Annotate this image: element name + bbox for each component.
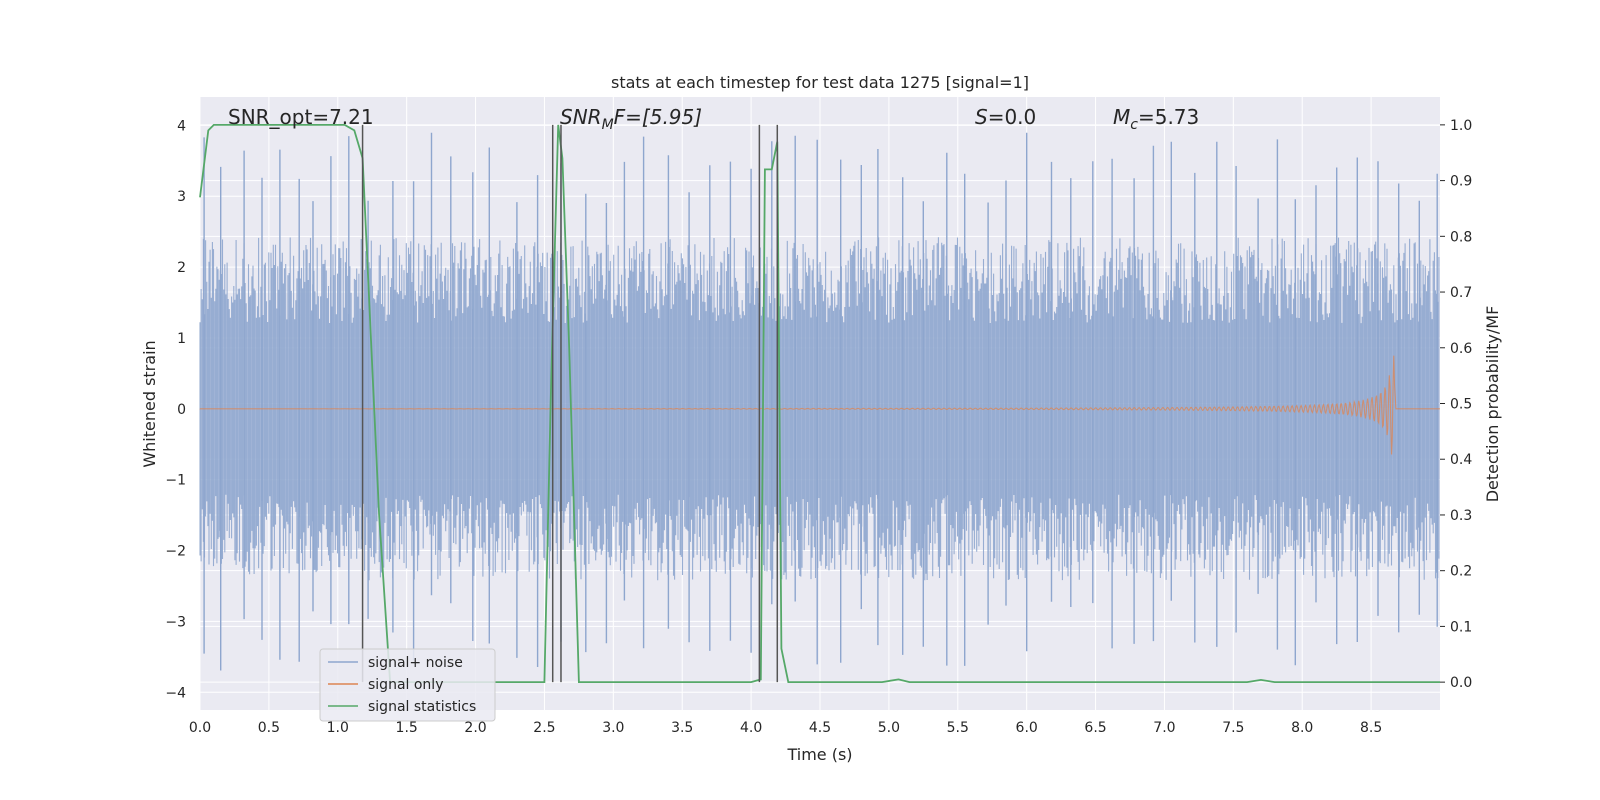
annotation-mc-rest: =5.73 [1138, 105, 1199, 129]
x-tick-label: 8.5 [1360, 720, 1382, 736]
x-tick-label: 5.5 [947, 720, 969, 736]
annotation-mc-main: M [1113, 105, 1130, 129]
x-tick-label: 1.0 [327, 720, 349, 736]
x-tick-label: 6.0 [1016, 720, 1038, 736]
y-right-tick-label: 1.0 [1450, 118, 1472, 134]
tick-labels: 0.0 0.5 1.0 1.5 2.0 2.5 3.0 3.5 4.0 4.5 5.0 5.5 6.0 6… [165, 118, 1472, 736]
x-tick-label: 2.5 [533, 720, 555, 736]
signal-only-trace [199, 355, 1440, 455]
legend: signal+ noise signal only signal statist… [319, 648, 496, 722]
y-right-tick-label: 0.7 [1450, 285, 1472, 301]
y-left-tick-label: 2 [177, 260, 186, 276]
y-right-tick-label: 0.9 [1450, 174, 1472, 190]
y-right-tick-label: 0.0 [1450, 675, 1472, 691]
chart-title: stats at each timestep for test data 127… [611, 73, 1029, 92]
y-left-tick-label: 0 [177, 402, 186, 418]
x-tick-label: 0.0 [189, 720, 211, 736]
y-left-tick-label: 3 [177, 189, 186, 205]
x-tick-label: 6.5 [1084, 720, 1106, 736]
legend-label-signal-noise: signal+ noise [368, 655, 463, 671]
x-tick-label: 7.5 [1222, 720, 1244, 736]
y-right-tick-label: 0.3 [1450, 508, 1472, 524]
annotation-snr-mf: SNRMF=[5.95] [560, 105, 702, 133]
y-right-tick-label: 0.1 [1450, 619, 1472, 635]
annotation-s-main: S [975, 105, 988, 129]
x-tick-label: 8.0 [1291, 720, 1313, 736]
x-tick-label: 2.0 [464, 720, 486, 736]
y-left-tick-label: 1 [177, 331, 186, 347]
annotation-mc: Mc=5.73 [1113, 105, 1199, 133]
annotation-snr-opt: SNR_opt=7.21 [228, 105, 374, 129]
x-tick-label: 5.0 [878, 720, 900, 736]
annotation-snr-mf-sub: M [602, 117, 614, 133]
annotation-mc-sub: c [1130, 117, 1138, 133]
legend-box [319, 648, 496, 722]
annotation-s-rest: =0.0 [988, 105, 1037, 129]
y-right-tick-label: 0.2 [1450, 564, 1472, 580]
y-axis-label-right: Detection probability/MF [1483, 306, 1502, 503]
x-tick-label: 4.0 [740, 720, 762, 736]
annotation-snr-mf-main: SNR [560, 105, 602, 129]
y-left-tick-label: −4 [165, 685, 186, 701]
y-right-tick-label: 0.6 [1450, 341, 1472, 357]
signal-only-series [199, 355, 1440, 455]
y-left-tick-label: −2 [165, 544, 186, 560]
y-right-tick-label: 0.8 [1450, 229, 1472, 245]
y-axis-label-left: Whitened strain [140, 340, 159, 467]
x-tick-label: 0.5 [258, 720, 280, 736]
annotation-s: S=0.0 [975, 105, 1036, 129]
y-left-tick-label: −1 [165, 473, 186, 489]
legend-label-signal-statistics: signal statistics [368, 699, 476, 715]
y-left-tick-label: −3 [165, 614, 186, 630]
x-tick-label: 1.5 [396, 720, 418, 736]
x-tick-label: 3.5 [671, 720, 693, 736]
legend-label-signal-only: signal only [368, 677, 443, 693]
y-right-tick-label: 0.5 [1450, 397, 1472, 413]
signal-noise-series [199, 132, 1440, 671]
x-axis-label: Time (s) [786, 745, 852, 764]
y-right-tick-label: 0.4 [1450, 452, 1472, 468]
x-tick-label: 4.5 [809, 720, 831, 736]
annotation-snr-mf-rest: F=[5.95] [614, 105, 702, 129]
y-left-tick-label: 4 [177, 118, 186, 134]
x-tick-label: 7.0 [1153, 720, 1175, 736]
signal-statistics-series [199, 124, 1440, 683]
signal-noise-spikes [203, 132, 1438, 671]
signal-statistics-line [199, 124, 1440, 683]
x-tick-label: 3.0 [602, 720, 624, 736]
vertical-markers [361, 124, 779, 683]
